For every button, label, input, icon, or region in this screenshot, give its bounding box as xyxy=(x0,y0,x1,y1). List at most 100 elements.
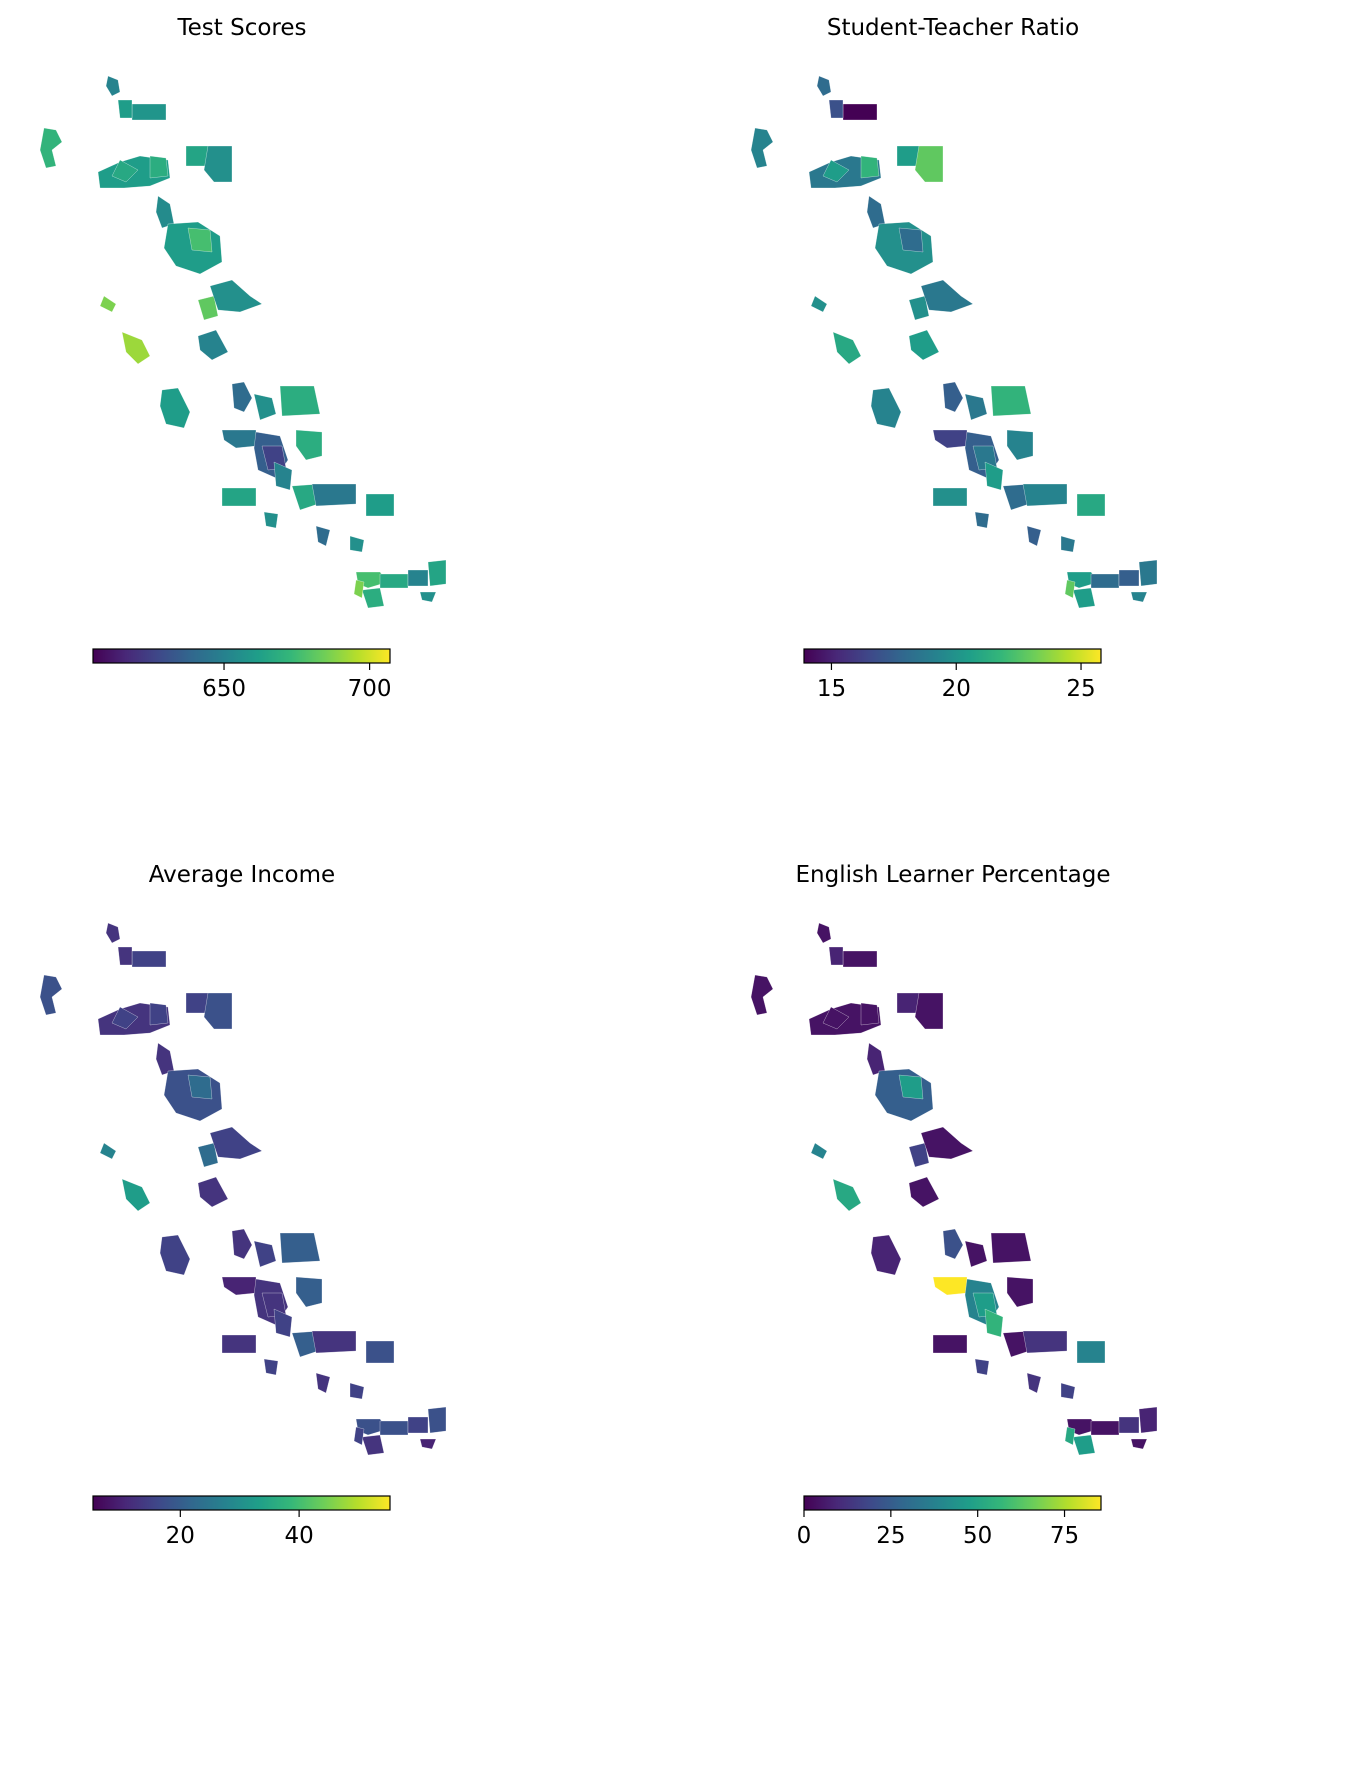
colorbar-tick-label: 20 xyxy=(942,676,971,702)
district-region xyxy=(111,1006,139,1030)
district-region xyxy=(1138,559,1158,587)
district-region xyxy=(209,1126,263,1160)
district-region xyxy=(898,227,924,253)
district-region xyxy=(914,145,944,183)
district-region xyxy=(315,1372,331,1394)
district-region xyxy=(932,487,968,507)
colorbar-tick-label: 25 xyxy=(876,1523,905,1549)
district-region xyxy=(361,587,385,609)
colorbar-tick-label: 0 xyxy=(797,1523,812,1549)
colorbar xyxy=(92,648,391,664)
district-region xyxy=(99,1142,117,1160)
district-region xyxy=(209,279,263,313)
district-region xyxy=(1118,1416,1140,1434)
district-region xyxy=(155,195,175,229)
district-region xyxy=(407,569,429,587)
district-region xyxy=(221,1334,257,1354)
district-region xyxy=(221,487,257,507)
district-region xyxy=(407,1416,429,1434)
district-region xyxy=(832,331,862,365)
district-region xyxy=(349,535,365,553)
district-region xyxy=(117,946,133,966)
district-region xyxy=(908,329,940,361)
district-region xyxy=(187,1074,213,1100)
district-region xyxy=(842,103,878,121)
panel-title: Average Income xyxy=(148,862,336,888)
colorbar-tick-label: 25 xyxy=(1066,676,1095,702)
district-region xyxy=(197,329,229,361)
district-region xyxy=(105,922,121,944)
district-region xyxy=(1026,525,1042,547)
district-region xyxy=(1090,573,1120,589)
district-region xyxy=(311,1330,357,1354)
district-region xyxy=(866,1042,886,1076)
district-region xyxy=(1022,483,1068,507)
district-region xyxy=(353,579,365,599)
district-region xyxy=(974,1358,990,1376)
colorbar xyxy=(92,1495,391,1511)
district-region xyxy=(311,483,357,507)
district-region xyxy=(942,381,964,413)
colorbar-tick-label: 700 xyxy=(348,676,392,702)
district-region xyxy=(860,155,880,179)
district-region xyxy=(1064,579,1076,599)
district-region xyxy=(1118,569,1140,587)
district-region xyxy=(279,385,321,417)
district-region xyxy=(822,159,850,183)
district-region xyxy=(263,511,279,529)
district-region xyxy=(828,946,844,966)
district-region xyxy=(1006,1276,1034,1308)
district-region xyxy=(1130,591,1148,603)
district-region xyxy=(273,1308,293,1338)
district-region xyxy=(121,331,151,365)
district-region xyxy=(315,525,331,547)
district-region xyxy=(365,493,395,517)
district-region xyxy=(1138,1406,1158,1434)
district-region xyxy=(99,295,117,313)
district-region xyxy=(353,1426,365,1446)
district-region xyxy=(39,974,63,1016)
district-region xyxy=(105,75,121,97)
district-region xyxy=(427,559,447,587)
colorbar-tick-label: 20 xyxy=(166,1523,195,1549)
district-region xyxy=(974,511,990,529)
district-region xyxy=(828,99,844,119)
district-region xyxy=(117,99,133,119)
panel-title: Test Scores xyxy=(177,15,307,41)
district-region xyxy=(427,1406,447,1434)
district-region xyxy=(111,159,139,183)
district-region xyxy=(197,1176,229,1208)
district-region xyxy=(908,1176,940,1208)
district-region xyxy=(908,1142,930,1168)
district-region xyxy=(155,1042,175,1076)
district-region xyxy=(273,461,293,491)
panel-title: English Learner Percentage xyxy=(795,862,1111,888)
district-region xyxy=(149,155,169,179)
district-region xyxy=(349,1382,365,1400)
district-region xyxy=(964,1240,988,1268)
colorbar-tick-label: 40 xyxy=(284,1523,313,1549)
district-region xyxy=(810,295,828,313)
district-region xyxy=(279,1232,321,1264)
district-map xyxy=(750,75,1158,609)
district-region xyxy=(750,127,774,169)
district-region xyxy=(159,387,191,429)
colorbar-tick-label: 50 xyxy=(963,1523,992,1549)
district-region xyxy=(984,461,1004,491)
district-region xyxy=(932,1334,968,1354)
district-region xyxy=(263,1358,279,1376)
district-region xyxy=(822,1006,850,1030)
district-region xyxy=(1076,493,1106,517)
district-region xyxy=(860,1002,880,1026)
district-map xyxy=(39,75,447,609)
district-region xyxy=(1022,1330,1068,1354)
district-region xyxy=(361,1434,385,1456)
panel-title: Student-Teacher Ratio xyxy=(826,15,1080,41)
district-region xyxy=(750,974,774,1016)
colorbar xyxy=(803,1495,1102,1511)
district-region xyxy=(1090,1420,1120,1436)
district-region xyxy=(920,279,974,313)
district-region xyxy=(920,1126,974,1160)
district-region xyxy=(932,1276,968,1296)
